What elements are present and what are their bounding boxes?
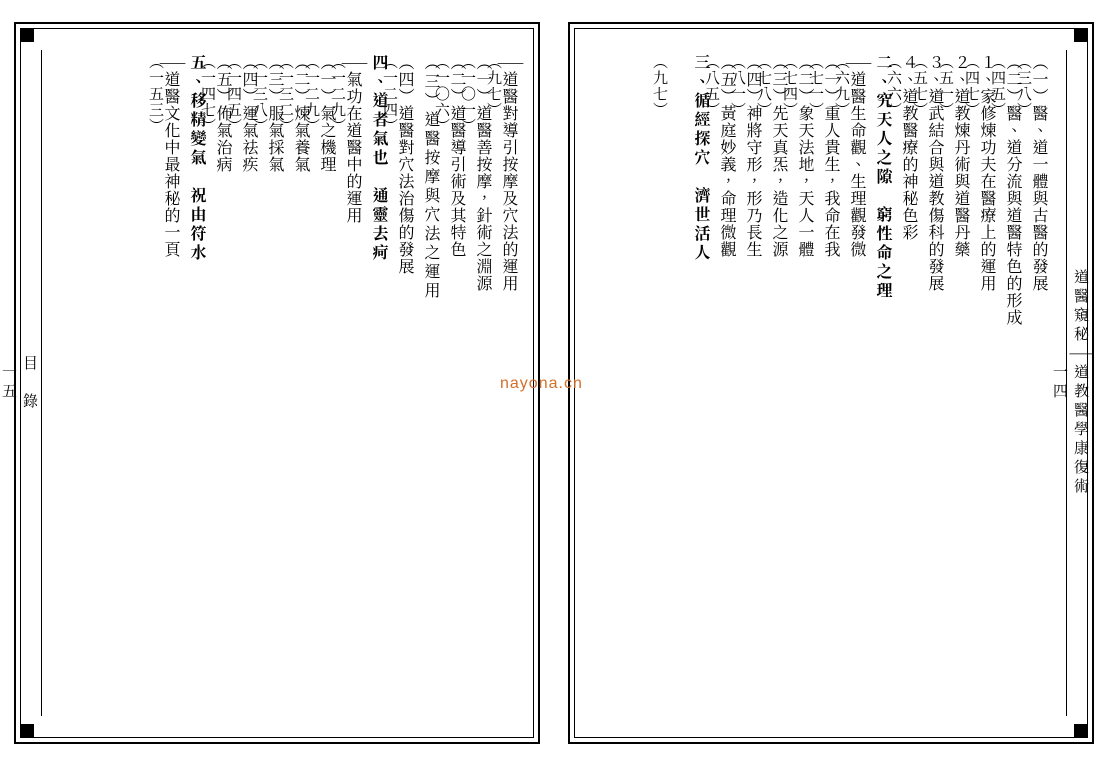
toc-entry: （二）煉氣養氣（一三二）	[288, 54, 310, 712]
toc-content: （一）醫、道一體與古醫的發展（三八）（二）醫、道分流與道醫特色的形成（四五）１、…	[590, 54, 1048, 712]
entry-title: ３、道武結合與道教傷科的發展	[928, 54, 944, 712]
page-frame: 目 錄 一五 ——道醫對導引按摩及穴法的運用（九七）（一）道醫善按摩，針術之淵源…	[14, 22, 540, 744]
corner-ornament	[1074, 28, 1088, 42]
running-title: 道醫窺秘——道教醫學康復術	[1071, 269, 1092, 497]
entry-title: 二、究天人之隙 窮性命之理	[876, 54, 892, 712]
outer-margin-column: 目 錄 一五	[16, 50, 42, 716]
entry-title: （一）重人貴生，我命在我	[824, 54, 840, 712]
toc-entry: （三）道醫按摩與穴法之運用	[418, 54, 440, 712]
entry-title: （二）煉氣養氣	[294, 54, 310, 712]
page-number: 一五	[0, 364, 20, 402]
toc-entry: （一）道醫善按摩，針術之淵源（一〇一）	[470, 54, 492, 712]
toc-entry: ２、道教煉丹術與道醫丹藥（五一）	[948, 54, 970, 712]
toc-entry: 四、道者氣也 通靈去疴	[366, 54, 388, 712]
entry-title: （四）運氣祛疾	[242, 54, 258, 712]
toc-entry: （一）醫、道一體與古醫的發展（三八）	[1026, 54, 1048, 712]
entry-title: ——道醫文化中最神秘的一頁	[164, 54, 180, 712]
toc-entry: （五）黃庭妙義，命理微觀（八五）	[714, 54, 736, 712]
toc-entry: 二、究天人之隙 窮性命之理	[870, 54, 892, 712]
entry-title: （二）象天法地，天人一體	[798, 54, 814, 712]
toc-entry: （二）道醫導引術及其特色（一〇六）	[444, 54, 466, 712]
page-frame: 道醫窺秘——道教醫學康復術 一四 （一）醫、道一體與古醫的發展（三八）（二）醫、…	[568, 22, 1094, 744]
entry-title: ——氣功在道醫中的運用	[346, 54, 362, 712]
running-title: 目 錄	[20, 355, 41, 412]
entry-title: （二）醫、道分流與道醫特色的形成	[1006, 54, 1022, 712]
outer-margin-column: 道醫窺秘——道教醫學康復術 一四	[1066, 50, 1092, 716]
watermark: nayona.cn	[500, 375, 583, 393]
entry-title: （三）服氣採氣	[268, 54, 284, 712]
toc-entry: （三）服氣採氣（一三八）	[262, 54, 284, 712]
entry-title: １、家修煉功夫在醫療上的運用	[980, 54, 996, 712]
toc-entry: ３、道武結合與道教傷科的發展（五七）	[922, 54, 944, 712]
toc-content: ——道醫對導引按摩及穴法的運用（九七）（一）道醫善按摩，針術之淵源（一〇一）（二…	[60, 54, 518, 712]
toc-entry: １、家修煉功夫在醫療上的運用（四七）	[974, 54, 996, 712]
corner-ornament	[1074, 724, 1088, 738]
toc-entry: 三、循經探穴 濟世活人	[688, 54, 710, 712]
toc-entry: （三）先天真炁，造化之源（七八）	[766, 54, 788, 712]
entry-title: 五、移精變氣 祝由符水	[190, 54, 206, 712]
entry-title: （五）黃庭妙義，命理微觀	[720, 54, 736, 712]
toc-entry: （九七）	[662, 54, 684, 712]
toc-entry: ４、道教醫療的神秘色彩（六六）	[896, 54, 918, 712]
toc-entry: 五、移精變氣 祝由符水	[184, 54, 206, 712]
toc-entry: （四）神將守形，形乃長生（八一）	[740, 54, 762, 712]
toc-entry: （一）氣之機理（一二九）	[314, 54, 336, 712]
corner-ornament	[20, 28, 34, 42]
entry-title: （一）醫、道一體與古醫的發展	[1032, 54, 1048, 712]
page-right: 道醫窺秘——道教醫學康復術 一四 （一）醫、道一體與古醫的發展（三八）（二）醫、…	[554, 0, 1108, 766]
entry-title: （三）道醫按摩與穴法之運用	[424, 54, 440, 712]
entry-title: （一）氣之機理	[320, 54, 336, 712]
page-left: 目 錄 一五 ——道醫對導引按摩及穴法的運用（九七）（一）道醫善按摩，針術之淵源…	[0, 0, 554, 766]
toc-entry: （四）道醫對穴法治傷的發展（一二四）	[392, 54, 414, 712]
toc-entry: （二）象天法地，天人一體（七四）	[792, 54, 814, 712]
entry-page: （一五三）	[149, 54, 164, 712]
entry-title: ——道醫生命觀、生理觀發微	[850, 54, 866, 712]
toc-entry: ——道醫文化中最神秘的一頁（一五三）	[158, 54, 180, 712]
entry-title: （四）神將守形，形乃長生	[746, 54, 762, 712]
entry-title: （三）先天真炁，造化之源	[772, 54, 788, 712]
entry-title: （四）道醫對穴法治傷的發展	[398, 54, 414, 712]
toc-entry: （四）運氣祛疾（一四五）	[236, 54, 258, 712]
toc-entry: ——氣功在道醫中的運用（一二九）	[340, 54, 362, 712]
page-number: 一四	[1050, 364, 1071, 402]
entry-title: 三、循經探穴 濟世活人	[694, 54, 710, 712]
entry-title: （二）道醫導引術及其特色	[450, 54, 466, 712]
entry-title: ２、道教煉丹術與道醫丹藥	[954, 54, 970, 712]
entry-title: （一）道醫善按摩，針術之淵源	[476, 54, 492, 712]
entry-title: 四、道者氣也 通靈去疴	[372, 54, 388, 712]
entry-title: ４、道教醫療的神秘色彩	[902, 54, 918, 712]
toc-entry: （一）重人貴生，我命在我（七一）	[818, 54, 840, 712]
entry-page: （九七）	[653, 54, 668, 712]
entry-title: （五）佈氣治病	[216, 54, 232, 712]
toc-entry: ——道醫生命觀、生理觀發微（六九）	[844, 54, 866, 712]
toc-entry: （五）佈氣治病（一四七）	[210, 54, 232, 712]
corner-ornament	[20, 724, 34, 738]
toc-entry: （二）醫、道分流與道醫特色的形成（四五）	[1000, 54, 1022, 712]
